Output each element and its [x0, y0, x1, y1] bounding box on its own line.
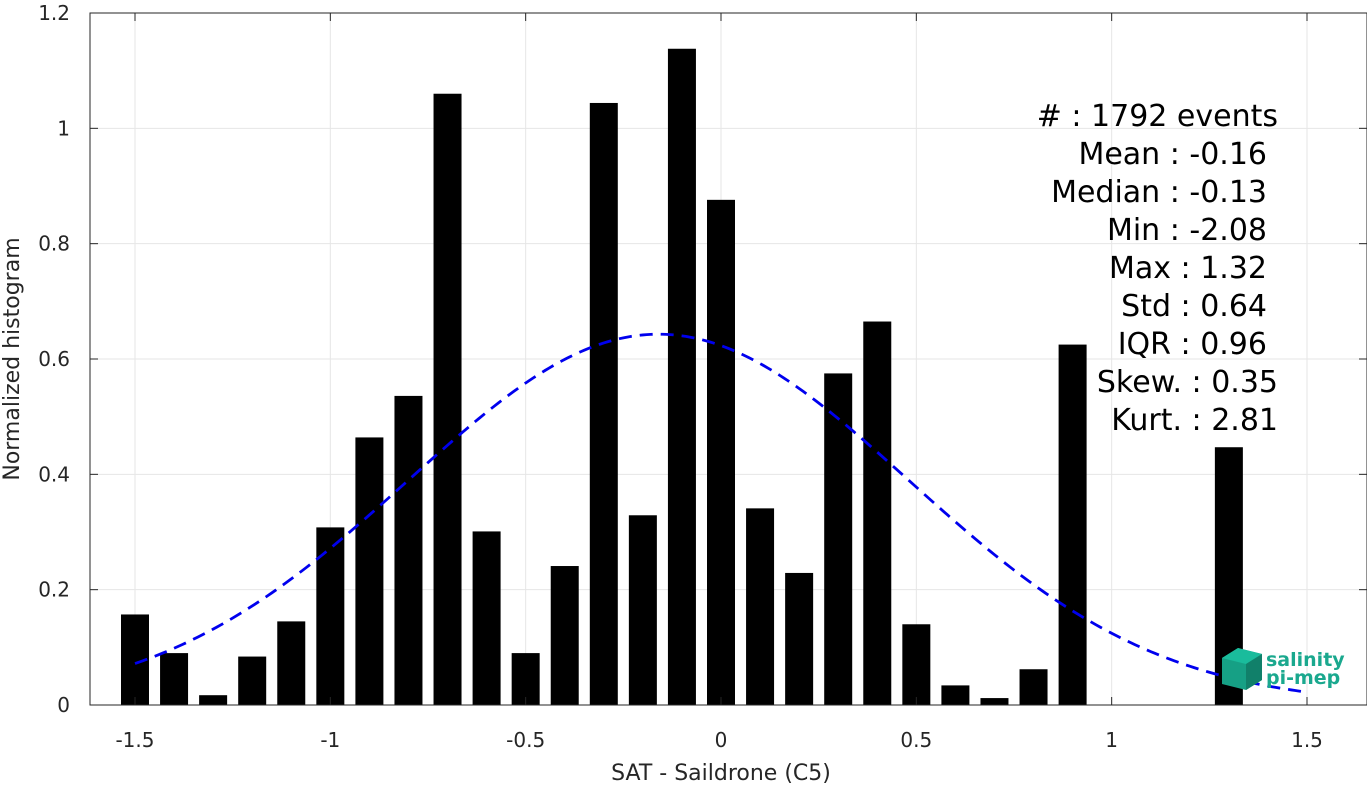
histogram-bar — [628, 515, 657, 705]
histogram-bar — [238, 656, 267, 705]
histogram-bar — [1058, 344, 1087, 705]
x-tick-label: -1 — [320, 728, 340, 752]
histogram-bars — [120, 48, 1243, 705]
logo-line-2: pi-mep — [1266, 667, 1340, 689]
stat-std: Std : 0.64 — [1121, 289, 1267, 324]
y-tick-label: 0.6 — [38, 347, 70, 371]
histogram-bar — [941, 685, 970, 705]
y-tick-label: 0 — [57, 693, 70, 717]
stat-iqr: IQR : 0.96 — [1118, 327, 1267, 362]
x-tick-label: 0 — [715, 728, 728, 752]
histogram-bar — [394, 395, 423, 705]
histogram-bar — [746, 508, 775, 705]
histogram-bar — [316, 527, 345, 705]
histogram-bar — [511, 653, 540, 705]
y-tick-label: 0.4 — [38, 462, 70, 486]
histogram-bar — [355, 437, 384, 705]
stat-count: # : 1792 events — [1037, 99, 1278, 134]
x-axis-label: SAT - Saildrone (C5) — [611, 761, 831, 785]
x-axis-ticks: -1.5 -1 -0.5 0 0.5 1 1.5 — [115, 13, 1323, 752]
histogram-bar — [863, 321, 892, 705]
histogram-bar — [1019, 669, 1048, 705]
histogram-bar — [785, 572, 814, 705]
x-tick-label: -0.5 — [506, 728, 545, 752]
histogram-bar — [589, 102, 618, 705]
logo-cube-icon — [1222, 648, 1262, 690]
histogram-bar — [160, 653, 189, 705]
stat-mean: Mean : -0.16 — [1078, 137, 1267, 172]
x-tick-label: -1.5 — [115, 728, 154, 752]
x-tick-label: 0.5 — [900, 728, 932, 752]
histogram-bar — [667, 48, 696, 705]
stat-kurt: Kurt. : 2.81 — [1111, 403, 1278, 438]
x-tick-label: 1 — [1105, 728, 1118, 752]
y-axis-ticks: 0 0.2 0.4 0.6 0.8 1 1.2 — [38, 1, 1367, 717]
y-tick-label: 0.2 — [38, 578, 70, 602]
histogram-bar — [550, 566, 579, 705]
histogram-bar — [824, 373, 853, 705]
salinity-pi-mep-logo: salinity pi-mep — [1222, 648, 1345, 690]
y-tick-label: 0.8 — [38, 232, 70, 256]
stat-min: Min : -2.08 — [1107, 213, 1267, 248]
histogram-bar — [707, 199, 735, 705]
stat-max: Max : 1.32 — [1109, 251, 1267, 286]
statistics-box: # : 1792 events Mean : -0.16 Median : -0… — [1037, 99, 1278, 438]
y-tick-label: 1 — [57, 116, 70, 140]
histogram-bar — [472, 531, 501, 705]
histogram-bar — [902, 624, 931, 705]
histogram-bar — [980, 698, 1009, 705]
y-axis-label: Normalized histogram — [0, 237, 25, 480]
logo-line-1: salinity — [1266, 649, 1345, 671]
y-tick-label: 1.2 — [38, 1, 70, 25]
histogram-bar — [277, 621, 306, 705]
histogram-bar — [433, 93, 462, 705]
histogram-bar — [199, 695, 228, 705]
stat-skew: Skew. : 0.35 — [1097, 365, 1278, 400]
stat-median: Median : -0.13 — [1051, 175, 1267, 210]
x-tick-label: 1.5 — [1291, 728, 1323, 752]
gaussian-fit-curve — [134, 332, 1308, 694]
